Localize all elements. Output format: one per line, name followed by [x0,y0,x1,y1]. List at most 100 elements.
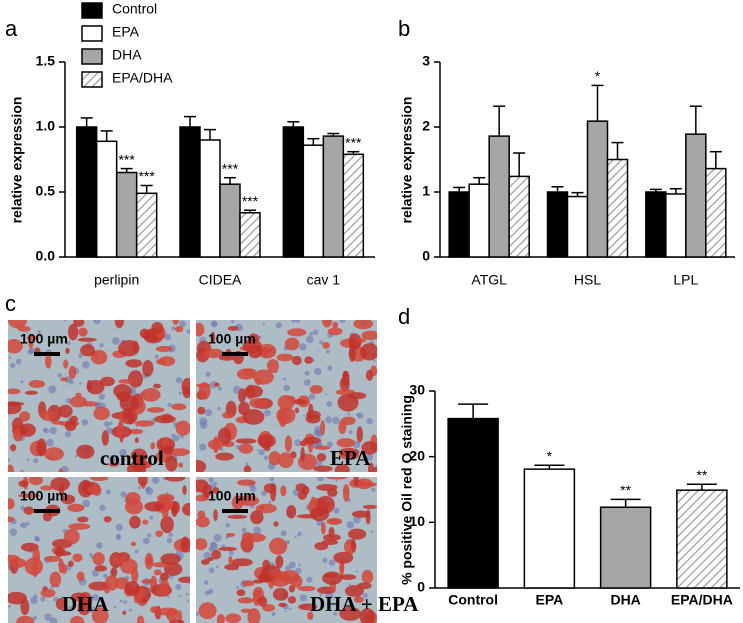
x-tick-label: perlipin [94,272,139,288]
lipid-droplet [304,356,314,364]
lipid-droplet [243,385,264,398]
lipid-droplet [247,608,261,623]
lipid-droplet [322,341,330,349]
stain-dot [149,515,154,520]
lipid-droplet [353,320,373,330]
stain-dot [172,434,180,442]
stain-dot [317,349,320,352]
bar [95,140,118,258]
bar [488,135,510,258]
lipid-droplet [8,388,21,395]
lipid-droplet [216,613,225,623]
micrograph-label: EPA [330,446,371,470]
lipid-droplet [77,516,89,523]
lipid-droplet [76,571,85,582]
lipid-droplet [350,538,356,553]
bar [448,191,470,258]
lipid-droplet [165,455,178,472]
lipid-droplet [321,539,339,546]
stain-dot [314,367,322,376]
lipid-droplet [40,588,56,598]
lipid-droplet [58,468,64,472]
lipid-droplet [367,462,375,472]
micrograph-label: DHA + EPA [310,592,419,616]
stain-dot [57,373,62,378]
lipid-droplet [225,532,236,537]
stain-dot [299,343,307,351]
stain-dot [175,377,183,384]
bar [135,192,158,258]
lipid-droplet [10,444,17,452]
scale-bar [34,509,60,513]
lipid-droplet [103,516,112,523]
stain-dot [217,406,221,411]
lipid-droplet [153,569,162,576]
panel-label: b [398,16,410,41]
lipid-droplet [125,492,141,506]
stain-dot [146,533,152,538]
lipid-droplet [227,514,248,519]
lipid-droplet [320,420,326,436]
stain-dot [178,391,182,395]
lipid-droplet [137,477,148,487]
stain-dot [68,379,74,385]
lipid-droplet [321,522,326,535]
lipid-droplet [357,582,372,590]
lipid-droplet [54,550,72,556]
stain-dot [64,431,72,438]
stain-dot [316,460,323,467]
lipid-droplet [309,385,323,394]
lipid-droplet [342,371,350,386]
lipid-droplet [286,396,296,401]
lipid-droplet [144,552,154,570]
lipid-droplet [134,437,139,443]
bar [179,126,201,258]
micrograph-content [196,320,377,472]
significance: *** [345,134,362,150]
significance: ** [696,467,707,483]
lipid-droplet [213,509,218,522]
lipid-droplet [302,436,322,445]
bar [447,417,499,589]
lipid-droplet [8,557,27,569]
stain-dot [40,596,46,602]
lipid-droplet [356,338,367,343]
lipid-droplet [172,320,179,325]
lipid-droplet [67,503,85,513]
lipid-droplet [28,380,46,388]
lipid-droplet [72,553,83,563]
stain-dot [326,441,334,448]
stain-dot [209,380,218,389]
stain-dot [44,613,52,621]
legend-swatch [81,2,103,19]
lipid-droplet [118,379,134,384]
lipid-droplet [90,349,108,365]
scale-label: 100 µm [208,331,256,347]
stain-dot [81,419,89,426]
stain-dot [283,384,290,392]
lipid-droplet [61,564,68,575]
bar [685,133,707,258]
stain-dot [318,340,324,345]
stain-dot [208,567,215,574]
lipid-droplet [280,485,287,497]
stain-dot [253,526,262,535]
lipid-droplet [174,325,184,333]
lipid-droplet [8,464,14,472]
micrograph [8,320,190,472]
lipid-droplet [175,420,190,436]
lipid-droplet [310,496,317,508]
lipid-droplet [68,523,91,530]
lipid-droplet [150,442,156,450]
stain-dot [205,372,211,377]
stain-dot [175,583,182,591]
stain-dot [186,599,190,603]
lipid-droplet [141,388,161,402]
lipid-droplet [160,515,174,534]
y-axis-label: % positive Oil red O staining [399,395,415,585]
lipid-droplet [154,415,176,424]
lipid-droplet [28,338,34,349]
stain-dot [89,552,93,556]
stain-dot [66,341,71,346]
micrograph-label: control [100,446,164,470]
